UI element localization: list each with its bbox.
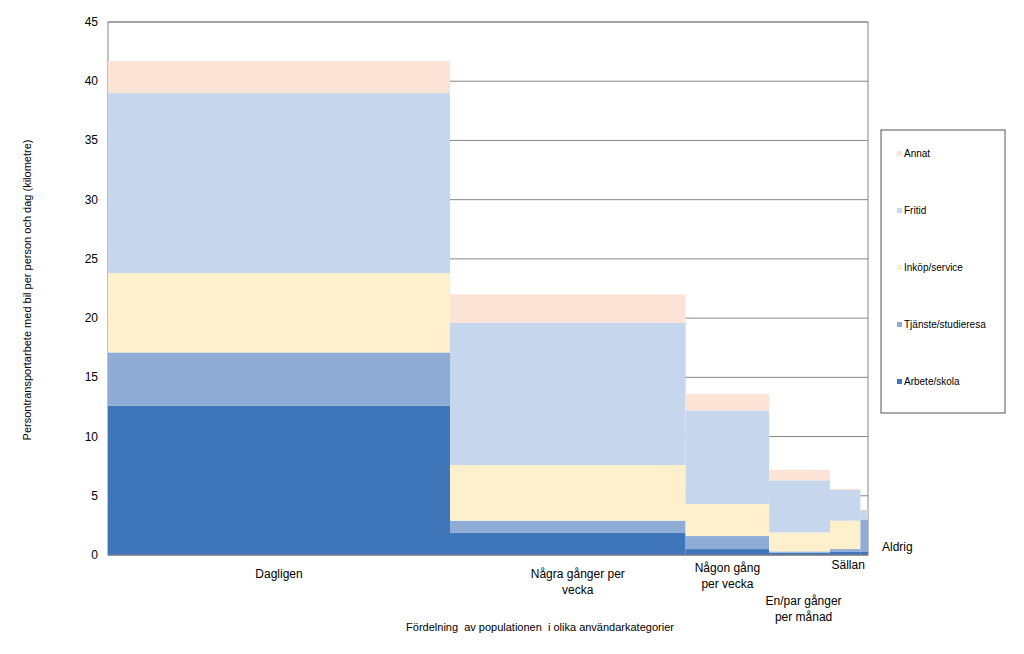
bar-segment xyxy=(860,509,868,510)
bar-segment xyxy=(769,551,830,552)
legend-swatch xyxy=(897,151,902,156)
bar-segment xyxy=(450,532,686,555)
legend-label: Tjänste/studieresa xyxy=(904,319,986,330)
bar-segment xyxy=(860,519,868,551)
bar-segment xyxy=(686,536,770,549)
legend-label: Arbete/skola xyxy=(904,376,960,387)
legend-label: Inköp/service xyxy=(904,262,963,273)
bar-segment xyxy=(108,352,450,405)
bar-segment xyxy=(108,406,450,555)
bar-segment xyxy=(860,551,868,555)
bar-segment xyxy=(686,549,770,555)
bars xyxy=(108,61,868,555)
y-tick-label: 20 xyxy=(85,311,99,325)
legend-box xyxy=(881,130,1005,413)
chart: 0 5 10 15 20 25 30 35 40 45 Dagligen Några gånger p… xyxy=(0,0,1024,654)
y-tick-label: 15 xyxy=(85,370,99,384)
x-category-label: Dagligen xyxy=(255,567,302,581)
bar-segment xyxy=(769,532,830,551)
y-tick-label: 35 xyxy=(85,133,99,147)
y-tick-label: 5 xyxy=(91,489,98,503)
bar-segment xyxy=(769,480,830,532)
y-tick-label: 45 xyxy=(85,15,99,29)
x-category-label: Sällan xyxy=(832,558,865,572)
bar-segment xyxy=(108,93,450,273)
bar-segment xyxy=(108,273,450,352)
x-category-label: En/par gångerper månad xyxy=(766,594,842,624)
y-tick-label: 30 xyxy=(85,193,99,207)
y-tick-label: 10 xyxy=(85,430,99,444)
x-category-label: Aldrig xyxy=(882,540,913,554)
y-tick-label: 40 xyxy=(85,74,99,88)
bar-segment xyxy=(108,61,450,93)
legend-swatch xyxy=(897,208,902,213)
legend-swatch xyxy=(897,265,902,270)
x-category-label: Några gånger pervecka xyxy=(531,567,625,597)
legend-swatch xyxy=(897,379,902,384)
y-tick-label: 0 xyxy=(91,548,98,562)
x-axis-title: Fördelning av populationen i olika använ… xyxy=(406,621,674,633)
legend-label: Fritid xyxy=(904,205,926,216)
bar-segment xyxy=(450,294,686,322)
plot-frame xyxy=(108,22,868,555)
bar-segment xyxy=(769,470,830,481)
bar-segment xyxy=(686,394,770,411)
bar-segment xyxy=(450,521,686,533)
grid-line xyxy=(108,555,868,556)
bar-segment xyxy=(450,465,686,521)
bar-segment xyxy=(686,410,770,504)
bar-segment xyxy=(830,489,860,490)
bar-segment xyxy=(450,323,686,465)
y-axis-title: Persontransportarbete med bil per person… xyxy=(21,140,33,441)
bar-segment xyxy=(830,551,860,555)
legend: Annat Fritid Inköp/service Tjänste/studiere… xyxy=(881,130,1005,413)
x-axis-line xyxy=(108,555,868,556)
bar-segment xyxy=(830,490,860,521)
bar-segment xyxy=(830,549,860,551)
bar-segment xyxy=(830,521,860,549)
y-tick-label: 25 xyxy=(85,252,99,266)
bar-segment xyxy=(686,504,770,536)
legend-label: Annat xyxy=(904,148,930,159)
x-category-label: Någon gångper vecka xyxy=(695,561,760,591)
legend-swatch xyxy=(897,322,902,327)
bar-segment xyxy=(860,510,868,519)
